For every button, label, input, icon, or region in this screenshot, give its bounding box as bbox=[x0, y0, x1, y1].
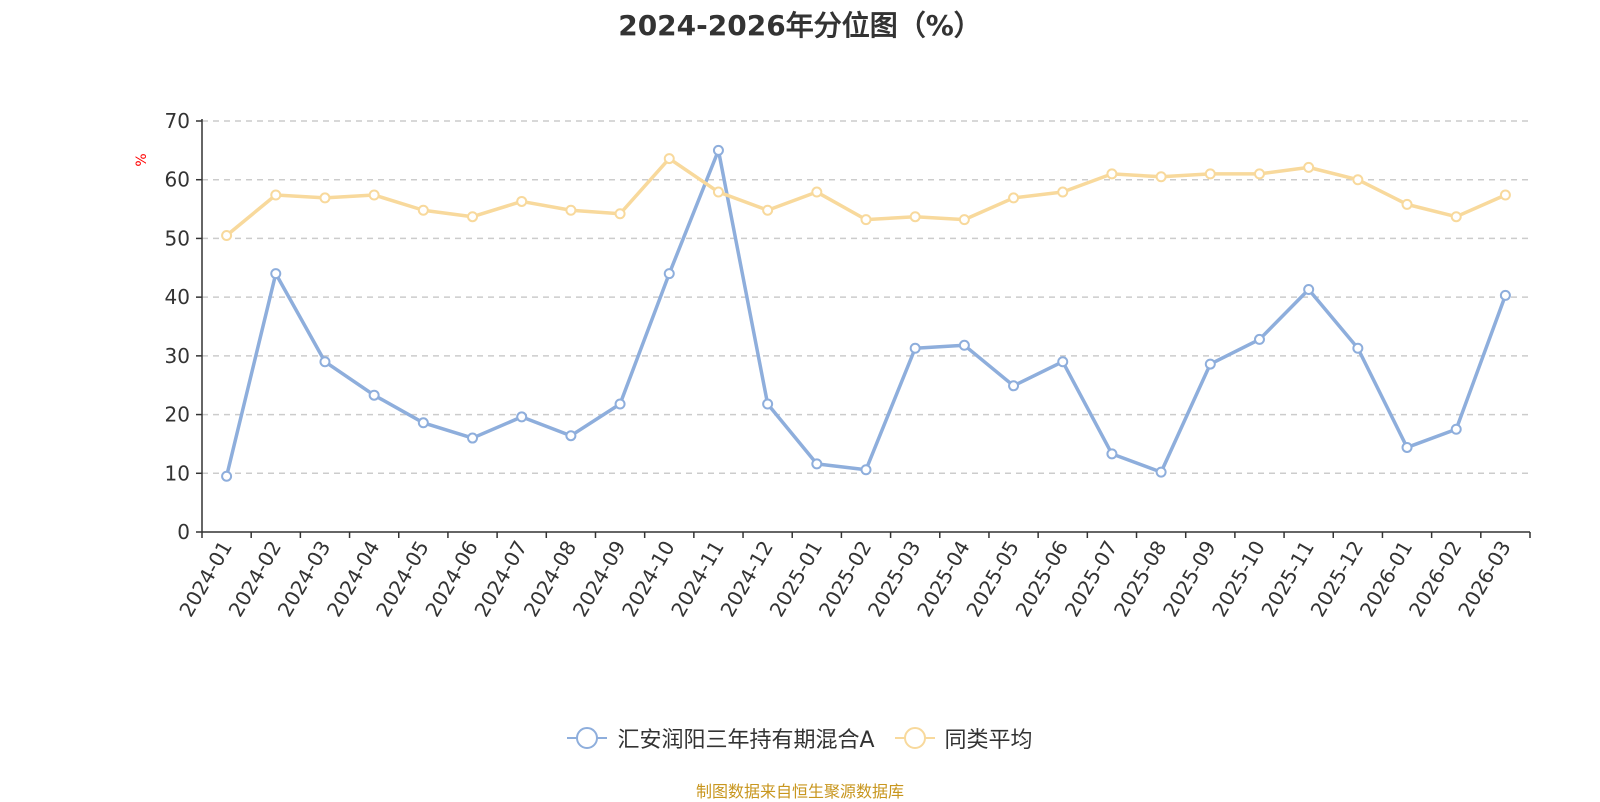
y-tick-label: 20 bbox=[165, 403, 190, 427]
legend-label: 汇安润阳三年持有期混合A bbox=[617, 728, 875, 753]
series-0 bbox=[221, 144, 1511, 482]
axes: 0102030405060702024-012024-022024-032024… bbox=[165, 109, 1531, 621]
series-1 bbox=[221, 153, 1511, 241]
chart-title: 2024-2026年分位图（%） bbox=[618, 9, 982, 42]
data-point bbox=[909, 211, 921, 223]
data-point bbox=[1106, 448, 1118, 460]
data-point bbox=[1401, 198, 1413, 210]
y-tick-label: 70 bbox=[165, 109, 190, 133]
y-tick-label: 50 bbox=[165, 226, 190, 250]
legend-item-1[interactable]: 同类平均 bbox=[894, 722, 1033, 754]
series-line bbox=[224, 148, 1508, 477]
data-point bbox=[762, 398, 774, 410]
data-point bbox=[860, 464, 872, 476]
data-point bbox=[270, 189, 282, 201]
data-point bbox=[614, 208, 626, 220]
data-point bbox=[958, 214, 970, 226]
data-point bbox=[1352, 174, 1364, 186]
data-point bbox=[712, 186, 724, 198]
data-point bbox=[1106, 168, 1118, 180]
data-point bbox=[417, 204, 429, 216]
data-point bbox=[1204, 358, 1216, 370]
data-point bbox=[1450, 423, 1462, 435]
data-point bbox=[1008, 192, 1020, 204]
data-point bbox=[1352, 342, 1364, 354]
data-point bbox=[663, 153, 675, 165]
data-point bbox=[1008, 380, 1020, 392]
data-point bbox=[1499, 189, 1511, 201]
data-point bbox=[417, 417, 429, 429]
legend-label: 同类平均 bbox=[944, 728, 1033, 753]
data-point bbox=[762, 204, 774, 216]
data-point bbox=[1253, 333, 1265, 345]
source-note: 制图数据来自恒生聚源数据库 bbox=[695, 782, 904, 801]
data-point bbox=[614, 398, 626, 410]
data-point bbox=[319, 192, 331, 204]
data-point bbox=[663, 268, 675, 280]
data-point bbox=[1253, 168, 1265, 180]
y-tick-label: 60 bbox=[165, 168, 190, 192]
data-point bbox=[516, 411, 528, 423]
data-point bbox=[1303, 284, 1315, 296]
data-point bbox=[1057, 356, 1069, 368]
data-point bbox=[368, 389, 380, 401]
data-point bbox=[811, 458, 823, 470]
data-point bbox=[1057, 186, 1069, 198]
legend-swatch-icon bbox=[567, 726, 608, 750]
data-point bbox=[712, 144, 724, 156]
data-point bbox=[1155, 171, 1167, 183]
data-point bbox=[467, 211, 479, 223]
series-layer bbox=[221, 144, 1511, 482]
data-point bbox=[958, 339, 970, 351]
data-point bbox=[1204, 168, 1216, 180]
y-tick-label: 10 bbox=[165, 461, 190, 485]
data-point bbox=[1450, 211, 1462, 223]
data-point bbox=[270, 268, 282, 280]
data-point bbox=[368, 189, 380, 201]
data-point bbox=[565, 430, 577, 442]
legend: 汇安润阳三年持有期混合A 同类平均 bbox=[0, 722, 1600, 754]
data-point bbox=[1303, 161, 1315, 173]
data-point bbox=[909, 342, 921, 354]
data-point bbox=[1401, 441, 1413, 453]
data-point bbox=[565, 204, 577, 216]
gridlines bbox=[202, 120, 1530, 475]
y-tick-label: 40 bbox=[165, 285, 190, 309]
data-point bbox=[221, 470, 233, 482]
data-point bbox=[1155, 466, 1167, 478]
legend-item-0[interactable]: 汇安润阳三年持有期混合A bbox=[567, 722, 875, 754]
data-point bbox=[467, 432, 479, 444]
legend-swatch-icon bbox=[894, 726, 935, 750]
data-point bbox=[1499, 289, 1511, 301]
data-point bbox=[811, 186, 823, 198]
data-point bbox=[516, 195, 528, 207]
data-point bbox=[860, 214, 872, 226]
y-tick-label: 30 bbox=[165, 344, 190, 368]
y-axis-unit: % bbox=[134, 153, 150, 166]
y-tick-label: 0 bbox=[177, 520, 190, 544]
data-point bbox=[221, 229, 233, 241]
data-point bbox=[319, 356, 331, 368]
